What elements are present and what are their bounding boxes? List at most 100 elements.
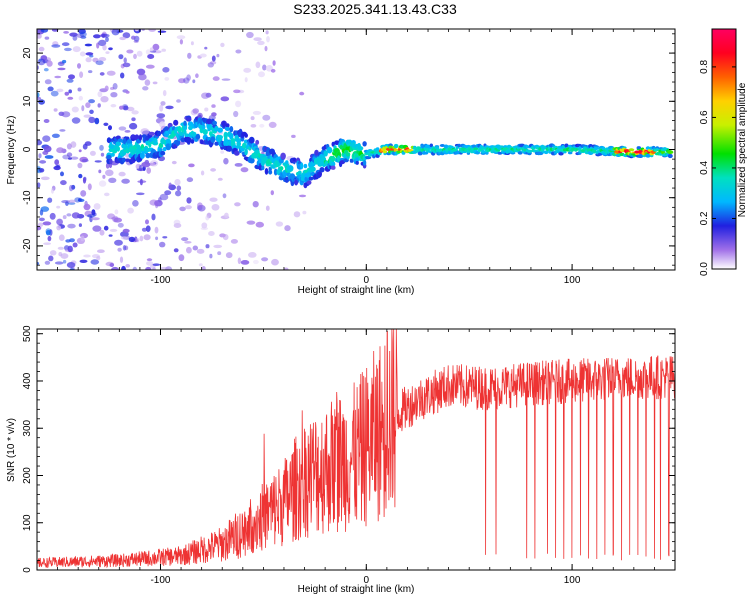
spectrogram-noise-blob	[91, 209, 96, 216]
spectrogram-ridge-cell	[255, 139, 260, 145]
spectrogram-ridge-cell	[337, 155, 341, 163]
spectrogram-noise-blob	[99, 72, 105, 76]
spectrogram-noise-blob	[152, 43, 160, 51]
spectrogram-ridge-cell	[162, 147, 167, 152]
spectrogram-ridge-cell	[226, 144, 232, 152]
spectrogram-noise-blob	[54, 159, 60, 166]
spectrogram-noise-blob	[221, 78, 231, 81]
spectrogram-noise-blob	[136, 50, 143, 57]
spectrogram-ridge-cell	[148, 142, 152, 148]
spectrogram-ridge-cell	[264, 168, 269, 175]
spectrogram-noise-blob	[63, 31, 69, 34]
spectrogram-noise-blob	[78, 197, 82, 202]
spectrogram-noise-blob	[265, 30, 269, 35]
spectrogram-noise-blob	[57, 67, 66, 71]
spectrogram-noise-blob	[131, 35, 136, 40]
spectrogram-ridge-cell	[188, 125, 193, 131]
snr-x-tick-label: 100	[564, 575, 581, 586]
spectrogram-noise-blob	[100, 96, 109, 103]
spectrogram-y-tick-label: 0	[22, 146, 33, 152]
spectrogram-ridge-cell	[126, 139, 132, 144]
spectrogram-noise-blob	[94, 117, 100, 125]
spectrogram-noise-blob	[77, 87, 82, 92]
spectrogram-ridge-cell	[349, 158, 354, 163]
spectrogram-ridge-cell	[544, 150, 549, 155]
spectrogram-noise-blob	[92, 225, 102, 232]
spectrogram-noise-blob	[47, 86, 54, 92]
spectrogram-noise-blob	[212, 76, 220, 81]
snr-x-tick-label: -100	[150, 575, 170, 586]
spectrogram-noise-blob	[225, 252, 233, 259]
spectrogram-noise-blob	[252, 110, 261, 115]
colorbar: 0.0 0.2 0.4 0.6 0.8 Normalized spectral ampl…	[699, 28, 748, 276]
spectrogram-noise-blob	[99, 229, 105, 236]
spectrogram-noise-blob	[159, 104, 164, 112]
snr-frame	[36, 328, 676, 571]
spectrogram-noise-blob	[291, 134, 296, 138]
spectrogram-noise-blob	[110, 104, 117, 108]
spectrogram-ridge-cell	[182, 124, 188, 131]
spectrogram-ridge-cell	[651, 151, 656, 154]
spectrogram-noise-blob	[66, 262, 76, 268]
colorbar-tick-label: 0.4	[699, 161, 710, 175]
spectrogram-noise-blob	[111, 29, 120, 36]
spectrogram-ridge-cell	[165, 138, 172, 146]
spectrogram-noise-blob	[38, 153, 42, 159]
spectrogram-ridge-cell	[331, 161, 336, 167]
spectrogram-noise-blob	[127, 207, 134, 214]
spectrogram-noise-blob	[72, 46, 81, 53]
spectrogram-noise-blob	[102, 44, 107, 51]
spectrogram-noise-blob	[67, 245, 73, 253]
spectrogram-noise-blob	[268, 121, 277, 128]
spectrogram-noise-blob	[82, 143, 88, 150]
spectrogram-noise-blob	[188, 163, 195, 168]
spectrogram-ridge-cell	[308, 176, 314, 181]
spectrogram-noise-blob	[155, 236, 159, 241]
spectrogram-noise-blob	[168, 182, 172, 189]
spectrogram-noise-blob	[201, 266, 206, 270]
spectrogram-noise-blob	[78, 149, 82, 153]
spectrogram-noise-blob	[204, 107, 209, 112]
spectrogram-noise-blob	[37, 222, 44, 227]
spectrogram-noise-blob	[246, 31, 254, 39]
spectrogram-noise-blob	[162, 236, 168, 239]
spectrogram-noise-blob	[173, 219, 181, 226]
spectrogram-noise-blob	[68, 89, 72, 94]
spectrogram-noise-blob	[66, 78, 74, 83]
spectrogram-noise-blob	[49, 212, 56, 220]
spectrogram-ridge-cell	[224, 127, 231, 131]
snr-y-tick-label: 100	[22, 514, 33, 531]
spectrogram-noise-blob	[89, 215, 93, 223]
spectrogram-ridge-cell	[261, 165, 265, 171]
spectrogram-noise-blob	[94, 160, 102, 163]
spectrogram-ridge-cell	[240, 147, 245, 152]
spectrogram-noise-blob	[51, 133, 60, 138]
spectrogram-noise-blob	[146, 258, 153, 262]
spectrogram-noise-blob	[186, 74, 191, 81]
spectrogram-noise-blob	[106, 70, 116, 76]
spectrogram-noise-blob	[190, 41, 194, 46]
spectrogram-ridge-cell	[222, 120, 226, 128]
spectrogram-noise-blob	[210, 168, 217, 172]
spectrogram-noise-blob	[117, 247, 122, 252]
spectrogram-ridge-cell	[345, 152, 351, 157]
spectrogram-noise-blob	[103, 225, 109, 231]
spectrogram-noise-blob	[105, 162, 110, 169]
chart-title: S233.2025.341.13.43.C33	[293, 1, 457, 17]
spectrogram-noise-blob	[69, 184, 74, 192]
spectrogram-noise-blob	[58, 234, 65, 241]
spectrogram-noise-blob	[89, 54, 94, 58]
spectrogram-noise-blob	[38, 217, 45, 222]
spectrogram-ridge-cell	[471, 144, 477, 148]
spectrogram-noise-blob	[250, 124, 257, 128]
spectrogram-noise-blob	[80, 190, 87, 197]
spectrogram-noise-blob	[243, 67, 252, 73]
spectrogram-noise-blob	[220, 150, 225, 154]
spectrogram-noise-blob	[195, 73, 199, 78]
spectrogram-noise-blob	[51, 29, 59, 32]
spectrogram-noise-blob	[253, 37, 262, 41]
spectrogram-ridge-cell	[201, 124, 206, 130]
spectrogram-noise-blob	[298, 194, 307, 198]
spectrogram-noise-blob	[71, 212, 80, 219]
